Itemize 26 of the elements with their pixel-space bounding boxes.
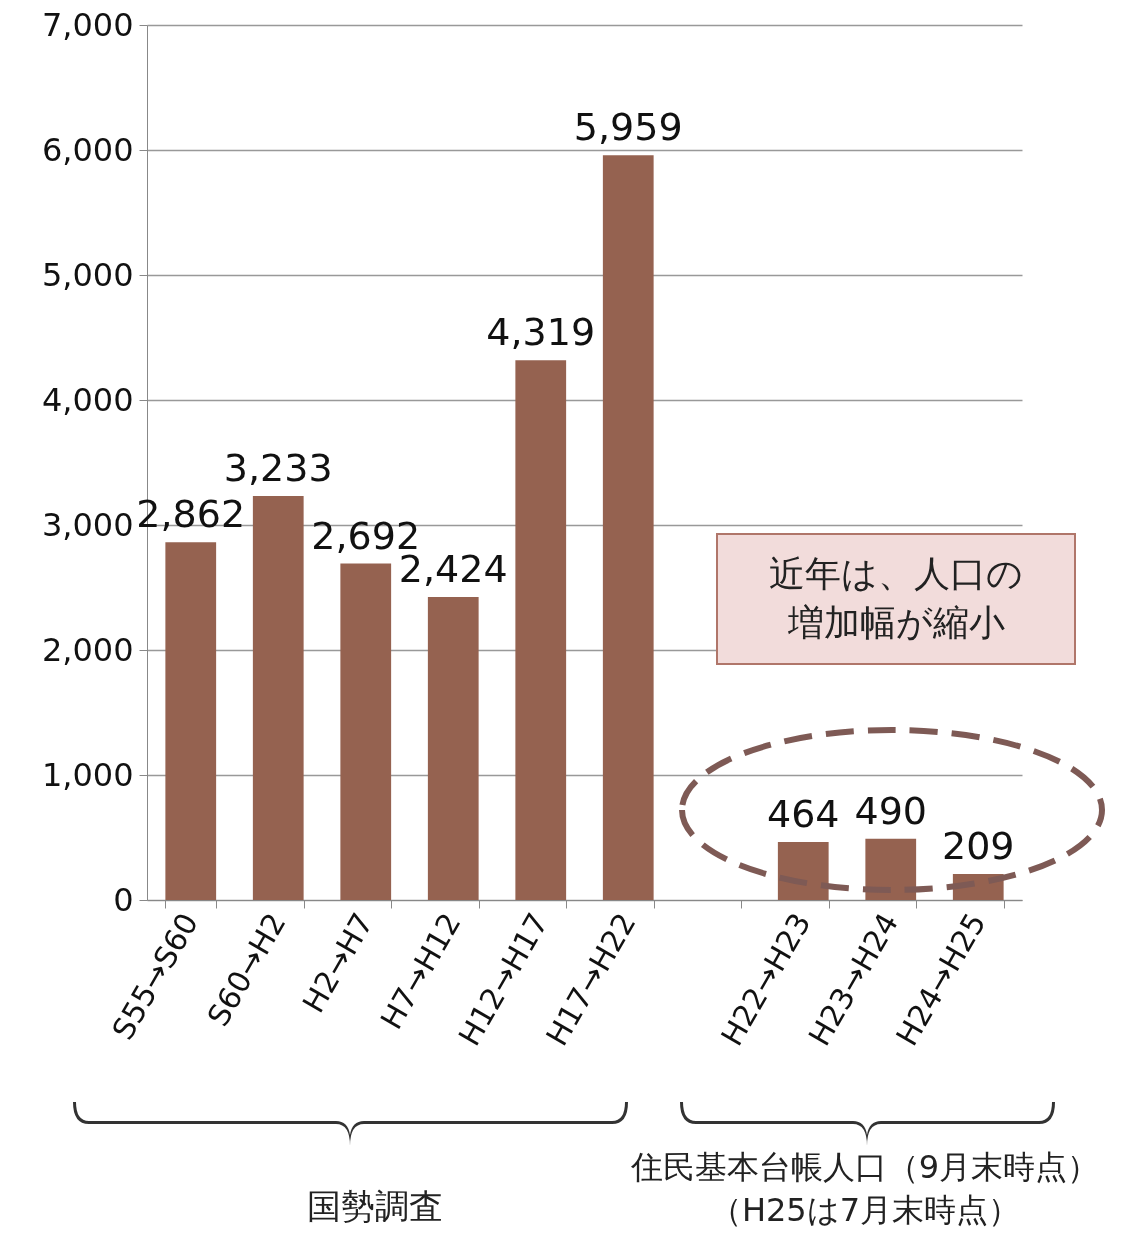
bar: [165, 542, 217, 900]
text: 国勢調査: [306, 1185, 444, 1228]
data-label: 3,233: [223, 445, 333, 490]
data-label: 490: [854, 788, 928, 833]
data-label: 209: [941, 823, 1015, 868]
y-tick-label: 7,000: [41, 5, 134, 44]
y-tick-label: 6,000: [41, 130, 134, 169]
data-label: 4,319: [486, 310, 596, 355]
bar: [252, 495, 304, 900]
y-tick-label: 0: [113, 880, 134, 919]
y-tick-label: 2,000: [41, 630, 134, 669]
data-label: 5,959: [573, 105, 683, 150]
bar: [602, 155, 654, 900]
y-tick-label: 3,000: [41, 505, 134, 544]
y-tick-label: 4,000: [41, 380, 134, 419]
bar: [515, 360, 567, 900]
data-label: 2,862: [136, 492, 246, 537]
y-tick-label: 1,000: [41, 755, 134, 794]
data-label: 464: [766, 792, 840, 836]
bar: [865, 838, 917, 900]
bar: [427, 597, 479, 900]
annotation: 近年は、人口の増加幅が縮小: [768, 552, 1024, 645]
y-tick-label: 5,000: [41, 255, 134, 294]
text: 住民基本台帳人口（9月末時点）（H25は7月末時点）: [629, 1147, 1101, 1232]
bar: [340, 563, 392, 900]
bar: [777, 842, 829, 900]
